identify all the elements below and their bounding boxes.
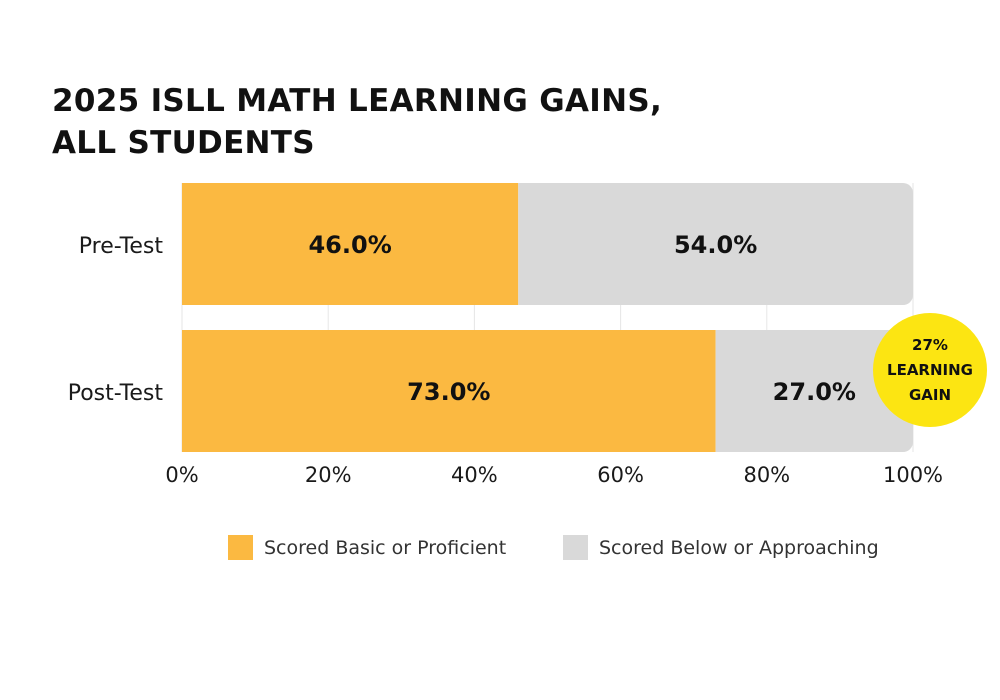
chart-title-line-2: ALL STUDENTS	[52, 125, 315, 161]
learning-gain-badge-text-1: 27%	[912, 336, 948, 354]
learning-gain-badge-text-2: LEARNING	[887, 361, 973, 379]
data-label-pre-test-series-1: 46.0%	[308, 231, 391, 259]
category-label-pre-test: Pre-Test	[79, 234, 164, 259]
data-label-post-test-series-1: 73.0%	[407, 378, 490, 406]
legend-label-1: Scored Basic or Proficient	[264, 537, 506, 559]
x-tick-label-0: 0%	[165, 463, 198, 487]
chart-title: 2025 ISLL MATH LEARNING GAINS, ALL STUDE…	[52, 80, 662, 164]
x-tick-label-5: 100%	[883, 463, 943, 487]
bar-post-test-series-1	[182, 330, 716, 452]
bar-pre-test-series-2	[518, 183, 913, 305]
category-label-post-test: Post-Test	[68, 381, 164, 406]
x-tick-label-1: 20%	[305, 463, 352, 487]
x-tick-label-2: 40%	[451, 463, 498, 487]
bar-pre-test-series-1	[182, 183, 519, 305]
learning-gain-badge-text-3: GAIN	[909, 386, 951, 404]
legend-swatch-1	[228, 535, 253, 560]
x-tick-label-4: 80%	[743, 463, 790, 487]
data-label-pre-test-series-2: 54.0%	[674, 231, 757, 259]
x-tick-label-3: 60%	[597, 463, 644, 487]
data-label-post-test-series-2: 27.0%	[773, 378, 856, 406]
legend-swatch-2	[563, 535, 588, 560]
chart-title-line-1: 2025 ISLL MATH LEARNING GAINS,	[52, 83, 663, 119]
bar-post-test-series-2	[715, 330, 913, 452]
learning-gain-badge	[873, 313, 987, 427]
legend-label-2: Scored Below or Approaching	[599, 537, 879, 559]
